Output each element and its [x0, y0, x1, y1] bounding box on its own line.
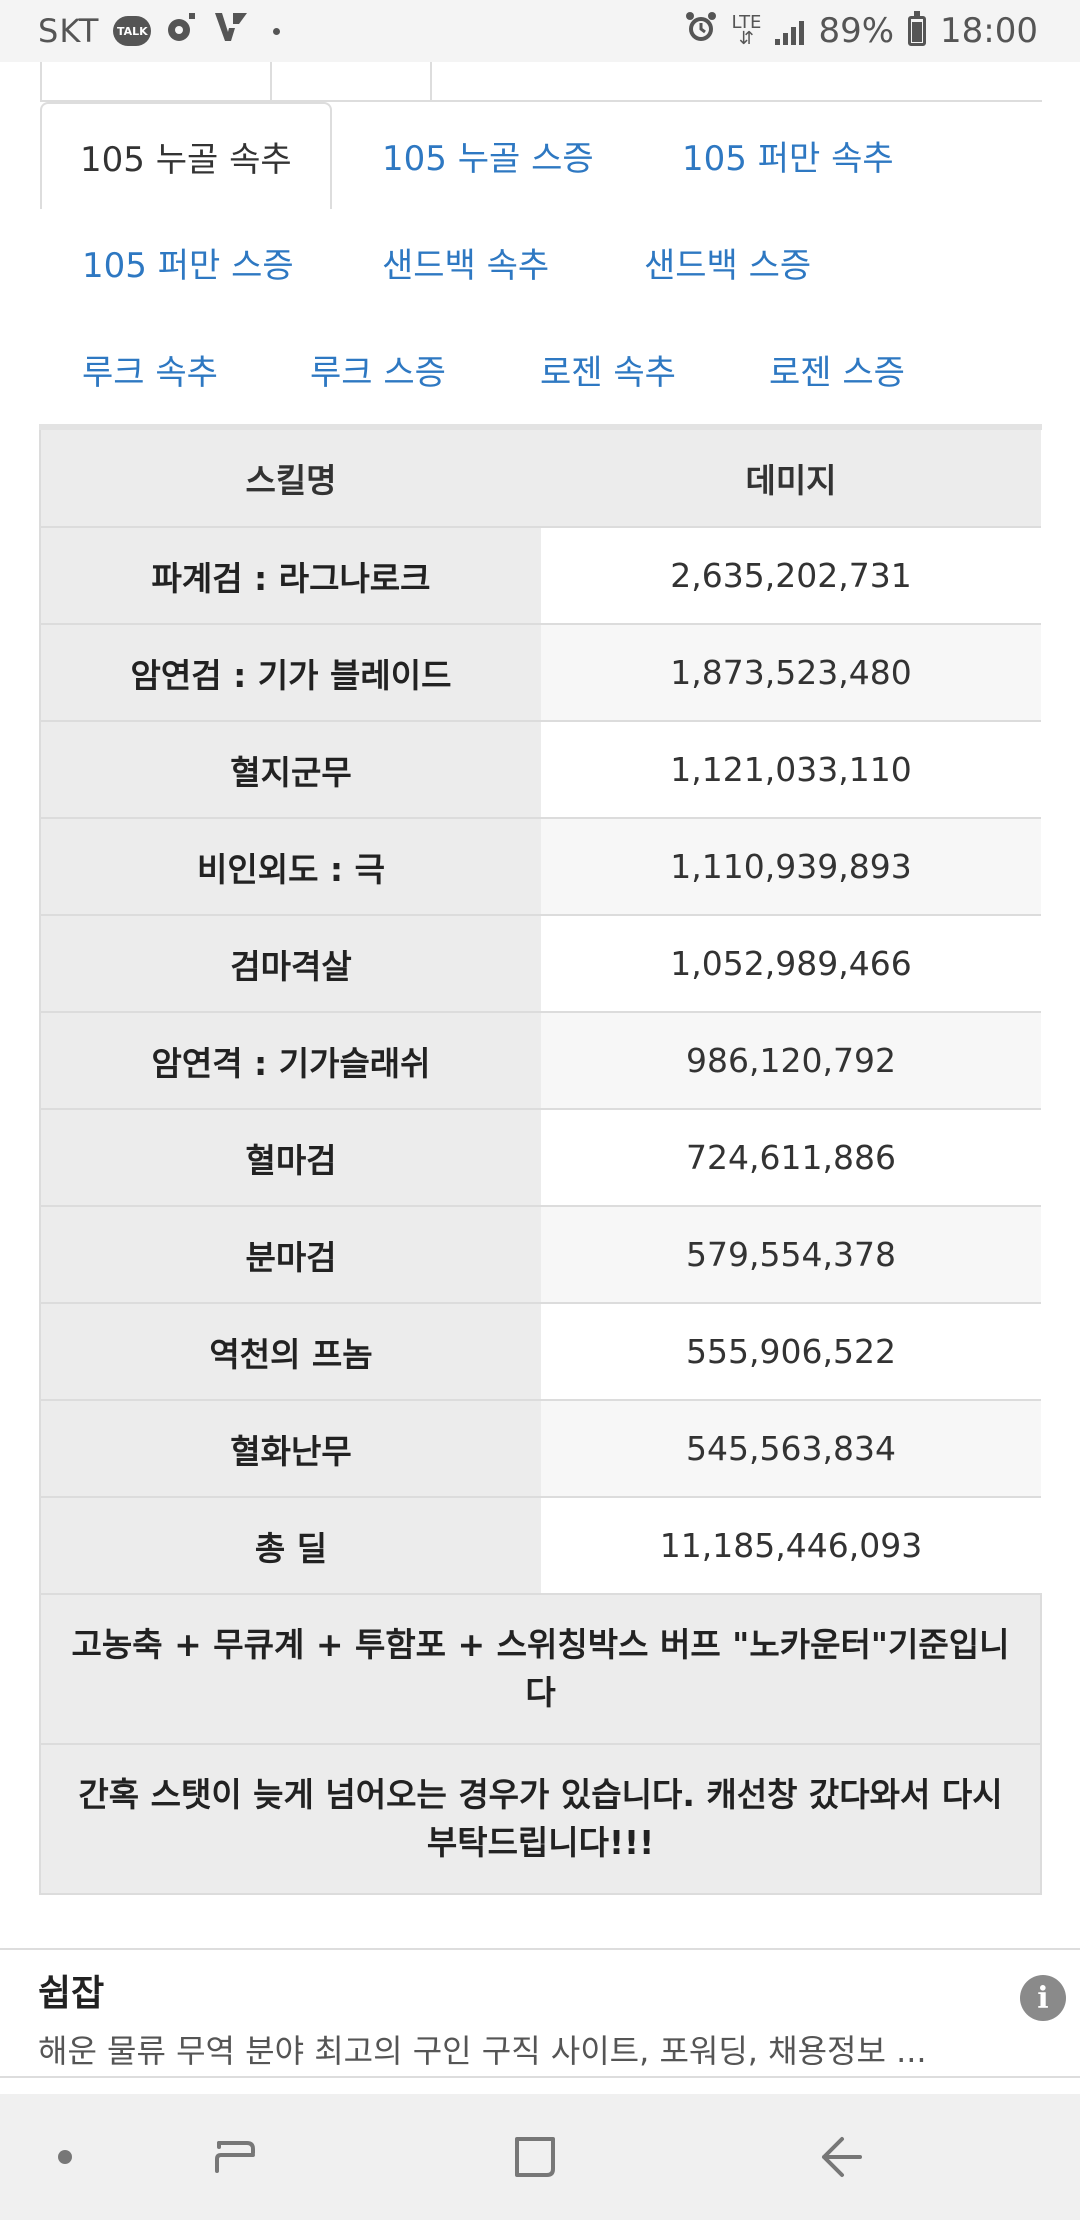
- battery-icon: [908, 11, 927, 46]
- buff-condition-note: 고농축 + 무큐계 + 투함포 + 스위칭박스 버프 "노카운터"기준입니다: [39, 1593, 1042, 1745]
- header-skill-name: 스킬명: [39, 430, 541, 528]
- signal-icon: [775, 17, 805, 45]
- table-row: 암연검 : 기가 블레이드 1,873,523,480: [39, 624, 1041, 722]
- home-icon: [515, 2137, 555, 2177]
- damage-value: 1,110,939,893: [541, 818, 1041, 916]
- tab-rosen-seujeung[interactable]: 로젠 스증: [769, 353, 905, 393]
- dot-icon: [58, 2150, 72, 2164]
- lte-icon: LTE ⇵: [731, 12, 762, 49]
- damage-value: 2,635,202,731: [541, 527, 1041, 625]
- navigation-bar: [0, 2094, 1080, 2220]
- recent-apps-button[interactable]: [190, 2094, 280, 2220]
- total-label: 총 딜: [39, 1497, 541, 1595]
- nav-dot-button[interactable]: [30, 2094, 100, 2220]
- header-damage: 데미지: [541, 430, 1041, 528]
- skill-name: 혈마검: [39, 1109, 541, 1207]
- info-icon[interactable]: i: [1020, 1975, 1066, 2021]
- tab-sandbag-sokchu[interactable]: 샌드백 속추: [382, 246, 550, 286]
- tab-105-nugol-seujeung[interactable]: 105 누골 스증: [382, 139, 594, 179]
- ad-description[interactable]: 해운 물류 무역 분야 최고의 구인 구직 사이트, 포워딩, 채용정보 ...: [38, 2032, 927, 2070]
- damage-value: 555,906,522: [541, 1303, 1041, 1401]
- table-row: 암연격 : 기가슬래쉬 986,120,792: [39, 1012, 1041, 1110]
- table-row: 혈지군무 1,121,033,110: [39, 721, 1041, 819]
- back-button[interactable]: [795, 2094, 885, 2220]
- note-row: 간혹 스탯이 늦게 넘어오는 경우가 있습니다. 캐선창 갔다와서 다시 부탁드…: [39, 1743, 1042, 1895]
- table-top-border: [39, 424, 1042, 430]
- skill-name: 역천의 프놈: [39, 1303, 541, 1401]
- damage-value: 545,563,834: [541, 1400, 1041, 1498]
- tab-row-1: 105 누골 속추 105 누골 스증 105 퍼만 속추: [40, 102, 1042, 209]
- tab-rosen-sokchu[interactable]: 로젠 속추: [540, 353, 676, 393]
- tab-105-peoman-sokchu[interactable]: 105 퍼만 속추: [682, 139, 894, 179]
- total-row: 총 딜 11,185,446,093: [39, 1497, 1041, 1595]
- tab-luke-sokchu[interactable]: 루크 속추: [82, 353, 218, 393]
- skill-name: 분마검: [39, 1206, 541, 1304]
- status-bar-left: SKT TALK: [38, 10, 281, 53]
- table-header-row: 스킬명 데미지: [39, 430, 1041, 528]
- partial-tab-cell: [270, 62, 430, 102]
- table-row: 검마격살 1,052,989,466: [39, 915, 1041, 1013]
- damage-tabs: 105 누골 속추 105 누골 스증 105 퍼만 속추 105 퍼만 스증 …: [40, 102, 1042, 423]
- damage-table-container: 스킬명 데미지 파계검 : 라그나로크 2,635,202,731 암연검 : …: [39, 424, 1042, 1895]
- status-bar-right: LTE ⇵ 89% 18:00: [684, 10, 1038, 53]
- stat-delay-note: 간혹 스탯이 늦게 넘어오는 경우가 있습니다. 캐선창 갔다와서 다시 부탁드…: [39, 1743, 1042, 1895]
- tab-row-3: 루크 속추 루크 스증 로젠 속추 로젠 스증: [40, 316, 1042, 423]
- partial-tab-cell: [430, 62, 1042, 102]
- damage-value: 986,120,792: [541, 1012, 1041, 1110]
- v-app-icon: [213, 10, 249, 53]
- partial-tab-cell: [40, 62, 270, 102]
- recent-apps-icon: [215, 2141, 255, 2173]
- skill-name: 암연격 : 기가슬래쉬: [39, 1012, 541, 1110]
- skill-name: 비인외도 : 극: [39, 818, 541, 916]
- damage-value: 1,121,033,110: [541, 721, 1041, 819]
- skill-name: 검마격살: [39, 915, 541, 1013]
- ad-banner[interactable]: 쉽잡 해운 물류 무역 분야 최고의 구인 구직 사이트, 포워딩, 채용정보 …: [0, 1948, 1080, 2078]
- skill-name: 혈화난무: [39, 1400, 541, 1498]
- status-bar: SKT TALK LTE ⇵ 89% 18:00: [0, 0, 1080, 62]
- alarm-icon: [684, 10, 718, 53]
- tab-row-2: 105 퍼만 스증 샌드백 속추 샌드백 스증: [40, 209, 1042, 316]
- battery-percent: 89%: [818, 11, 895, 51]
- skill-name: 파계검 : 라그나로크: [39, 527, 541, 625]
- skill-name: 혈지군무: [39, 721, 541, 819]
- table-row: 분마검 579,554,378: [39, 1206, 1041, 1304]
- table-row: 역천의 프놈 555,906,522: [39, 1303, 1041, 1401]
- note-row: 고농축 + 무큐계 + 투함포 + 스위칭박스 버프 "노카운터"기준입니다: [39, 1593, 1042, 1745]
- back-icon: [822, 2137, 862, 2177]
- notification-dot-icon: [273, 27, 281, 35]
- network-label: LTE: [731, 12, 762, 33]
- ad-title[interactable]: 쉽잡: [38, 1973, 105, 2014]
- tab-105-peoman-seujeung[interactable]: 105 퍼만 스증: [82, 246, 294, 286]
- damage-value: 1,873,523,480: [541, 624, 1041, 722]
- tab-105-nugol-sokchu[interactable]: 105 누골 속추: [40, 102, 332, 209]
- damage-value: 724,611,886: [541, 1109, 1041, 1207]
- table-row: 파계검 : 라그나로크 2,635,202,731: [39, 527, 1041, 625]
- total-damage-value: 11,185,446,093: [541, 1497, 1041, 1595]
- carrier-label: SKT: [38, 12, 100, 50]
- tab-sandbag-seujeung[interactable]: 샌드백 스증: [644, 246, 812, 286]
- tab-luke-seujeung[interactable]: 루크 스증: [310, 353, 446, 393]
- skill-name: 암연검 : 기가 블레이드: [39, 624, 541, 722]
- damage-value: 1,052,989,466: [541, 915, 1041, 1013]
- partial-tab-strip: [40, 62, 1042, 104]
- music-icon: [165, 10, 199, 53]
- kakaotalk-icon: TALK: [113, 16, 152, 46]
- home-button[interactable]: [490, 2094, 580, 2220]
- clock: 18:00: [940, 11, 1038, 51]
- table-row: 비인외도 : 극 1,110,939,893: [39, 818, 1041, 916]
- talk-label: TALK: [117, 24, 148, 38]
- damage-value: 579,554,378: [541, 1206, 1041, 1304]
- table-row: 혈마검 724,611,886: [39, 1109, 1041, 1207]
- damage-table: 스킬명 데미지 파계검 : 라그나로크 2,635,202,731 암연검 : …: [39, 430, 1042, 1895]
- table-row: 혈화난무 545,563,834: [39, 1400, 1041, 1498]
